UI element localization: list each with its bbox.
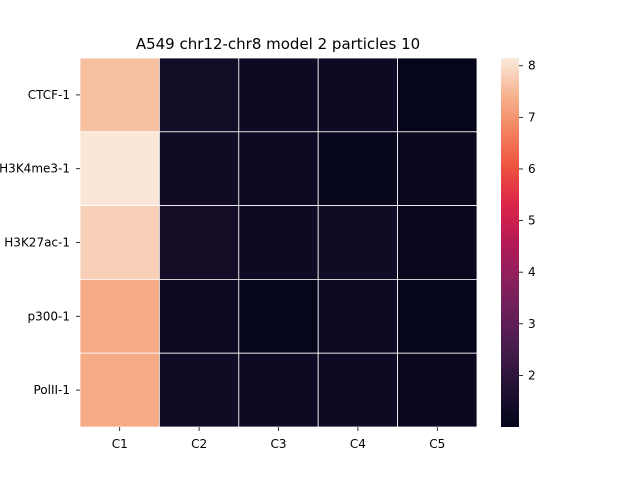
colorbar-gradient — [501, 58, 519, 427]
heatmap-cell — [158, 352, 240, 428]
heatmap-cell — [238, 352, 319, 428]
heatmap-cell — [79, 131, 160, 207]
heatmap-cell — [397, 205, 478, 280]
heatmap-cell — [158, 57, 240, 133]
heatmap-cell — [79, 278, 160, 354]
heatmap-cell — [317, 278, 399, 354]
chart-title: A549 chr12-chr8 model 2 particles 10 — [136, 35, 420, 53]
colorbar-tick-label: 5 — [528, 214, 536, 228]
heatmap-cell — [238, 205, 319, 280]
heatmap-cell — [238, 131, 319, 207]
colorbar-tick-label: 2 — [528, 368, 536, 382]
colorbar-tick-label: 6 — [528, 162, 536, 176]
colorbar: 2 3 4 5 6 7 8 — [501, 58, 536, 427]
y-tick-label: H3K4me3-1 — [0, 162, 70, 176]
heatmap-cell — [317, 205, 399, 280]
x-tick-label: C2 — [191, 437, 207, 451]
heatmap-cells — [79, 57, 478, 428]
heatmap-cell — [79, 352, 160, 428]
y-axis-ticks: CTCF-1 H3K4me3-1 H3K27ac-1 p300-1 PolII-1 — [0, 88, 80, 397]
x-tick-label: C5 — [429, 437, 445, 451]
x-tick-label: C3 — [270, 437, 286, 451]
heatmap-cell — [397, 57, 478, 133]
heatmap-cell — [397, 278, 478, 354]
heatmap-cell — [79, 57, 160, 133]
heatmap-cell — [317, 131, 399, 207]
x-tick-label: C4 — [350, 437, 366, 451]
heatmap-cell — [238, 57, 319, 133]
heatmap-cell — [158, 278, 240, 354]
colorbar-tick-label: 4 — [528, 265, 536, 279]
x-axis-ticks: C1 C2 C3 C4 C5 — [112, 427, 445, 451]
heatmap-cell — [317, 352, 399, 428]
heatmap-cell — [158, 205, 240, 280]
y-tick-label: p300-1 — [28, 309, 71, 323]
heatmap-cell — [238, 278, 319, 354]
heatmap-cell — [397, 352, 478, 428]
colorbar-tick-label: 3 — [528, 317, 536, 331]
y-tick-label: CTCF-1 — [28, 88, 70, 102]
y-tick-label: H3K27ac-1 — [4, 236, 70, 250]
colorbar-tick-label: 8 — [528, 59, 536, 73]
x-tick-label: C1 — [112, 437, 128, 451]
y-tick-label: PolII-1 — [33, 383, 70, 397]
heatmap-cell — [317, 57, 399, 133]
heatmap-cell — [79, 205, 160, 280]
colorbar-tick-label: 7 — [528, 110, 536, 124]
heatmap-cell — [158, 131, 240, 207]
heatmap-cell — [397, 131, 478, 207]
